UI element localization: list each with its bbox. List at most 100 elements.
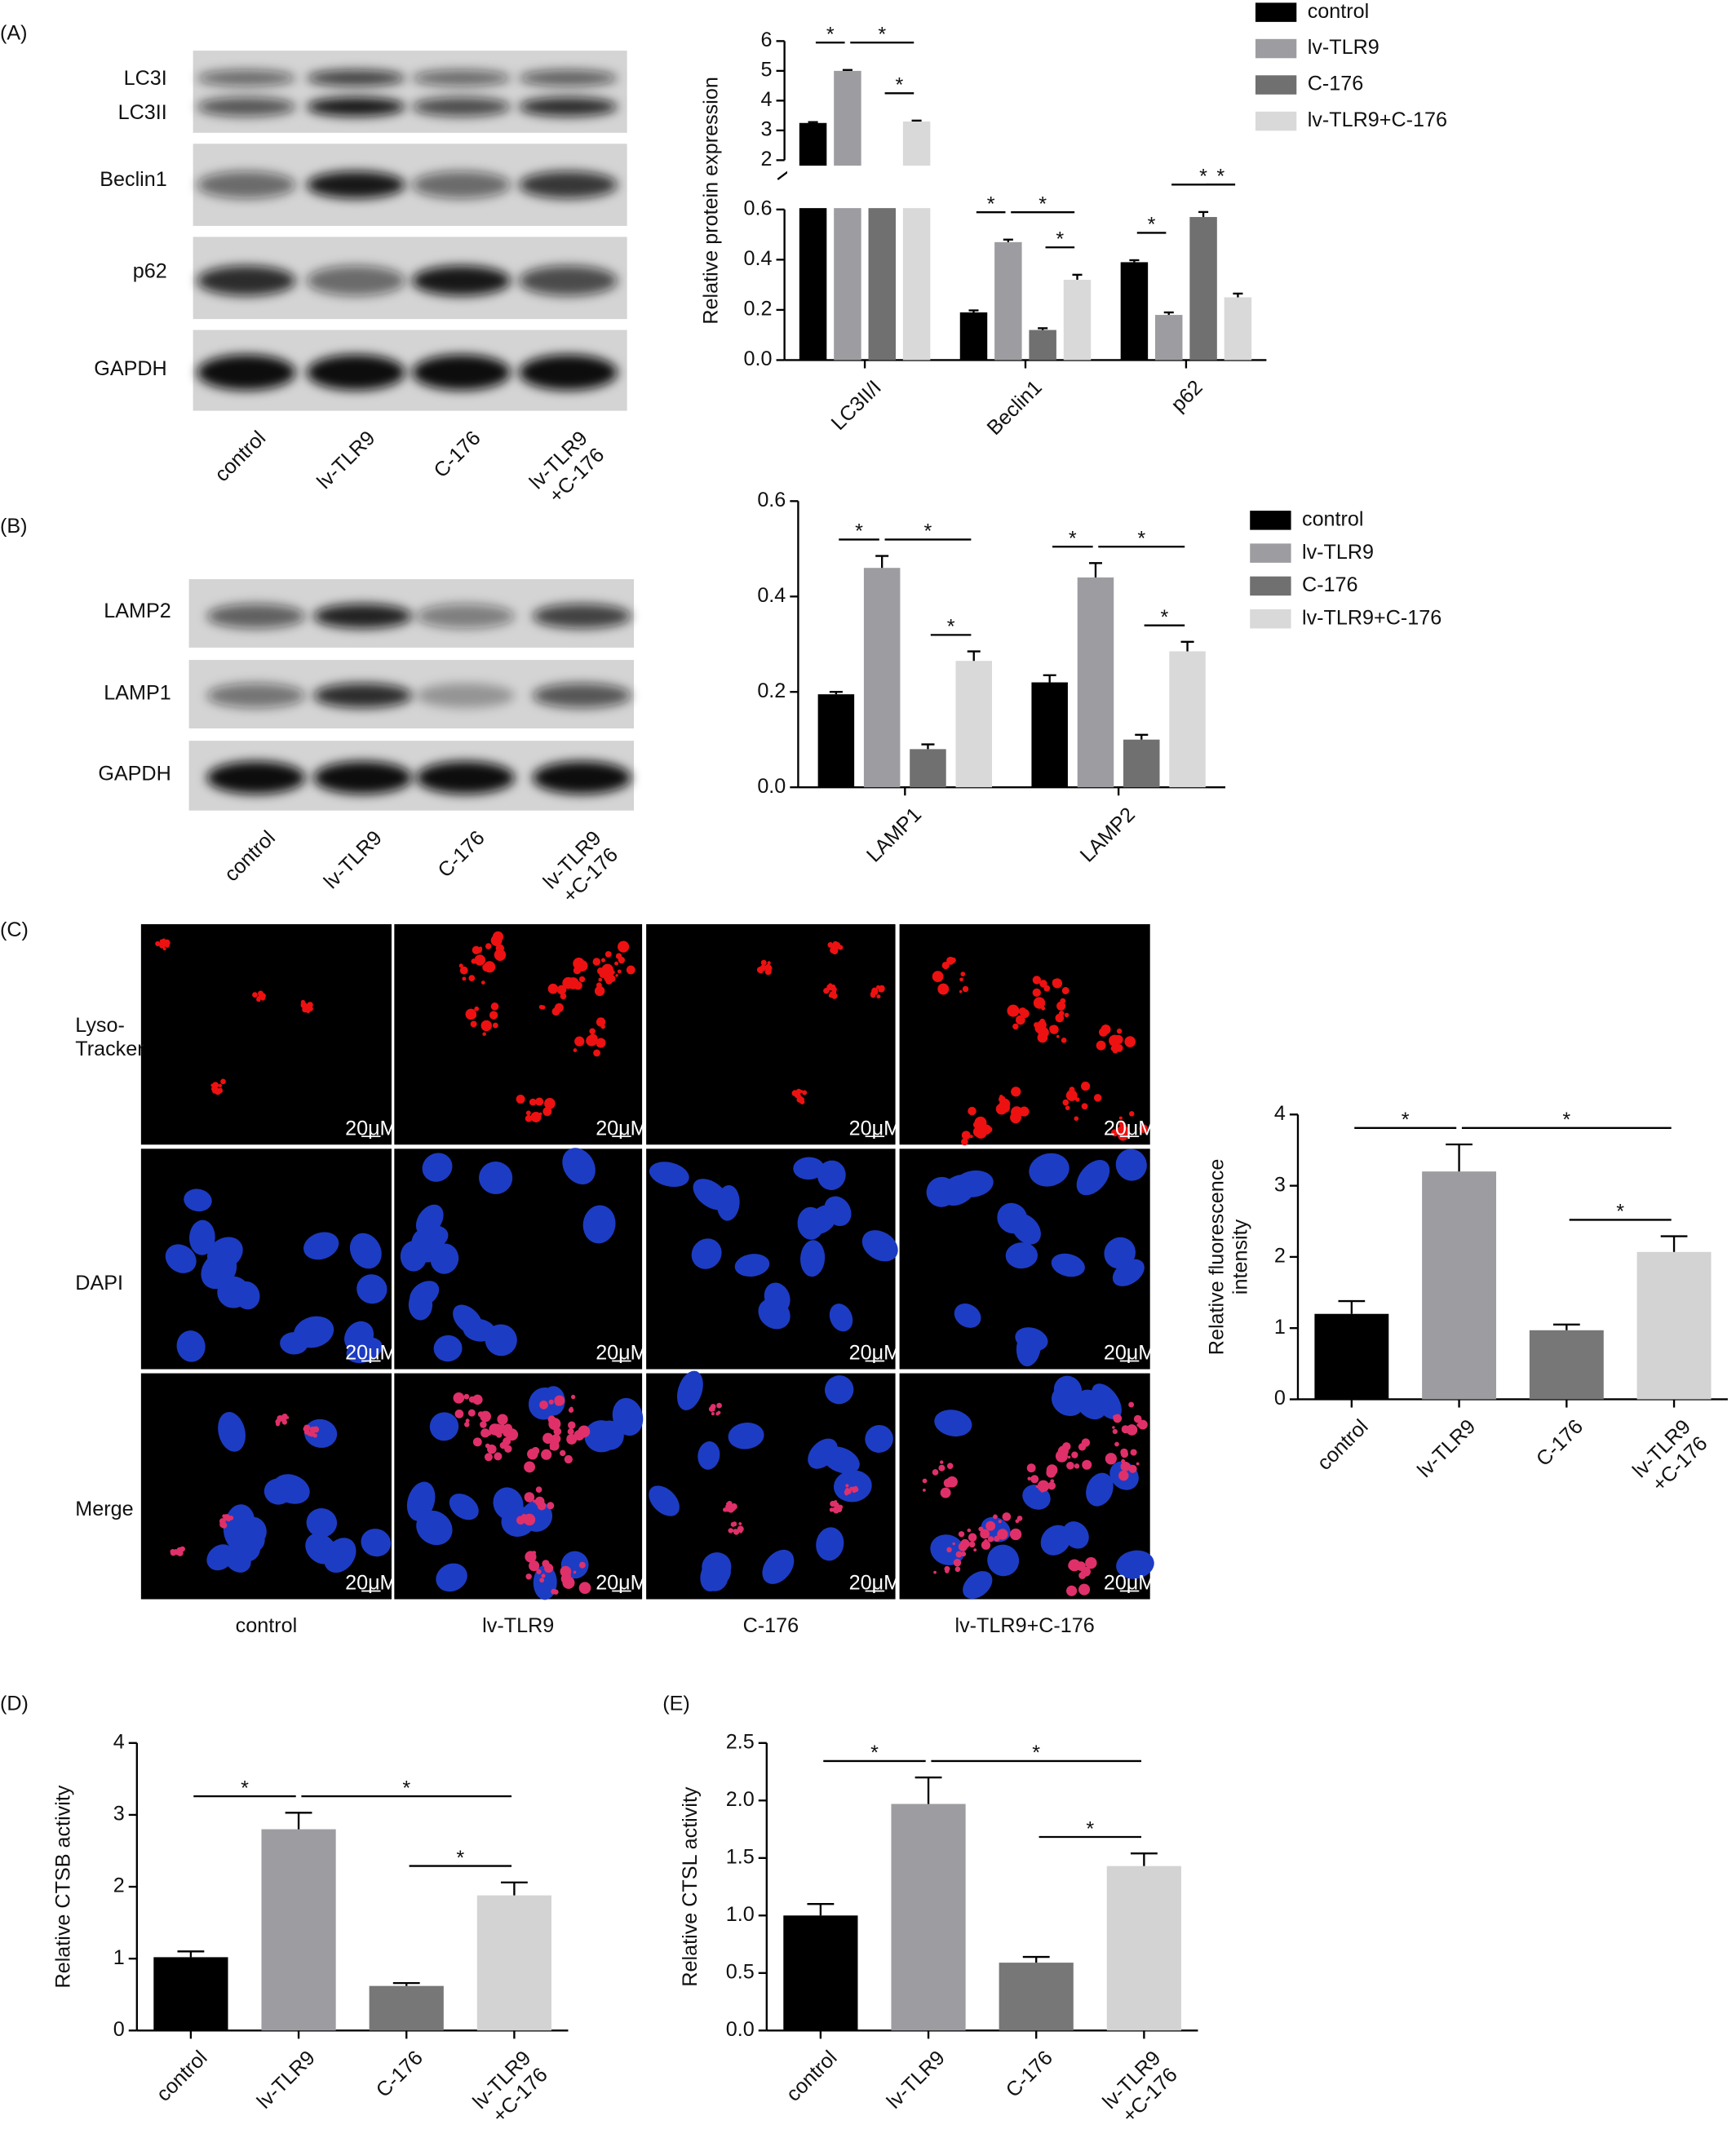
lysosome (870, 991, 875, 996)
lysosome (1137, 1419, 1148, 1430)
bar (834, 70, 861, 361)
bar (1224, 297, 1252, 361)
lysosome (1116, 1131, 1120, 1135)
lysosome (724, 1507, 730, 1512)
blot-band (519, 69, 618, 86)
nucleus (406, 1481, 436, 1521)
lysosome (978, 1526, 984, 1532)
nucleus (833, 1470, 872, 1503)
lysosome (470, 1020, 477, 1028)
bar (863, 568, 901, 788)
lysosome (615, 953, 622, 959)
lysosome (162, 947, 166, 951)
lysosome (1118, 1116, 1123, 1120)
nucleus (433, 1334, 463, 1362)
lysosome (830, 946, 837, 954)
lysosome (733, 1529, 740, 1535)
axis-break (777, 170, 790, 180)
bar (783, 1915, 858, 2031)
lysosome (932, 971, 944, 983)
y-tick-label: 0 (1274, 1387, 1286, 1410)
lysosome (212, 1082, 219, 1089)
nucleus (165, 1244, 197, 1273)
lysosome (1026, 1463, 1036, 1473)
lysosome (1060, 998, 1066, 1004)
lysosome (795, 1093, 799, 1099)
nucleus (176, 1330, 206, 1362)
nucleus (987, 1544, 1020, 1577)
bar (1169, 651, 1206, 788)
lysosome (476, 955, 484, 963)
lysosome (933, 1570, 937, 1574)
bar (955, 661, 992, 788)
axis-break-gap (786, 166, 1269, 209)
lysosome (480, 980, 485, 985)
lysosome (838, 1504, 844, 1510)
micrograph (646, 924, 896, 1145)
lysosome (539, 1401, 548, 1410)
nucleus (582, 1205, 616, 1244)
bar (1314, 1313, 1389, 1400)
lysosome (961, 1551, 967, 1557)
lysosome (946, 1547, 952, 1553)
nucleus (264, 1478, 292, 1505)
nucleus (698, 1441, 720, 1470)
blot-band (532, 683, 631, 708)
lysosome (932, 1469, 939, 1476)
blot-band (313, 683, 413, 708)
lysosome (281, 1419, 288, 1425)
nucleus (293, 1316, 334, 1348)
lysosome (1126, 1424, 1138, 1436)
lysosome (548, 1399, 554, 1405)
y-axis-label: Relative CTSB activity (52, 1785, 75, 1988)
significance-label: * (1616, 1201, 1624, 1224)
nucleus (676, 1370, 703, 1410)
lysosome (615, 974, 618, 977)
lysosome (1069, 1087, 1075, 1093)
lysosome (490, 1002, 499, 1011)
nucleus (934, 1410, 972, 1436)
y-tick-label: 2 (113, 1874, 125, 1897)
nucleus (1076, 1160, 1110, 1196)
lysosome (541, 1573, 546, 1578)
lysosome (968, 1106, 976, 1116)
bar (1106, 1866, 1181, 2031)
lysosome (831, 993, 838, 999)
lysosome (1049, 1025, 1059, 1034)
lysosome (574, 1036, 585, 1047)
lysosome (303, 1424, 311, 1432)
lysosome (922, 1488, 926, 1492)
lysosome (732, 1521, 737, 1526)
bar (1120, 262, 1149, 361)
lysosome (530, 1111, 542, 1122)
lane-label: C-176 (429, 427, 485, 482)
lysosome (1037, 1032, 1048, 1043)
panel-label: (E) (662, 1692, 690, 1715)
lysosome (544, 1098, 556, 1109)
lysosome (999, 1102, 1010, 1113)
significance-label: * (1402, 1109, 1410, 1131)
lysosome (261, 996, 265, 1000)
lysosome (1074, 1463, 1080, 1469)
nucleus (808, 1205, 838, 1234)
lysosome (1085, 1556, 1097, 1569)
lysosome (489, 1011, 498, 1020)
lysosome (533, 1499, 536, 1503)
legend-label: lv-TLR9+C-176 (1308, 108, 1447, 131)
lysosome (980, 1529, 990, 1539)
lysosome (220, 1078, 226, 1085)
lysosome (525, 1110, 531, 1116)
lysosome (310, 1431, 314, 1435)
x-tick-label: C-176 (372, 2047, 427, 2102)
lysosome (968, 1533, 977, 1542)
nucleus (234, 1281, 260, 1310)
x-tick-label: control (1313, 1415, 1372, 1475)
lysosome (1071, 1451, 1078, 1458)
y-tick-label: 3 (761, 118, 773, 141)
lysosome (1128, 1111, 1135, 1117)
lysosome (1046, 1467, 1056, 1478)
y-tick-label: 4 (1274, 1102, 1286, 1125)
nucleus (410, 1281, 440, 1308)
nucleus (228, 1518, 265, 1553)
legend-swatch (1255, 111, 1297, 131)
